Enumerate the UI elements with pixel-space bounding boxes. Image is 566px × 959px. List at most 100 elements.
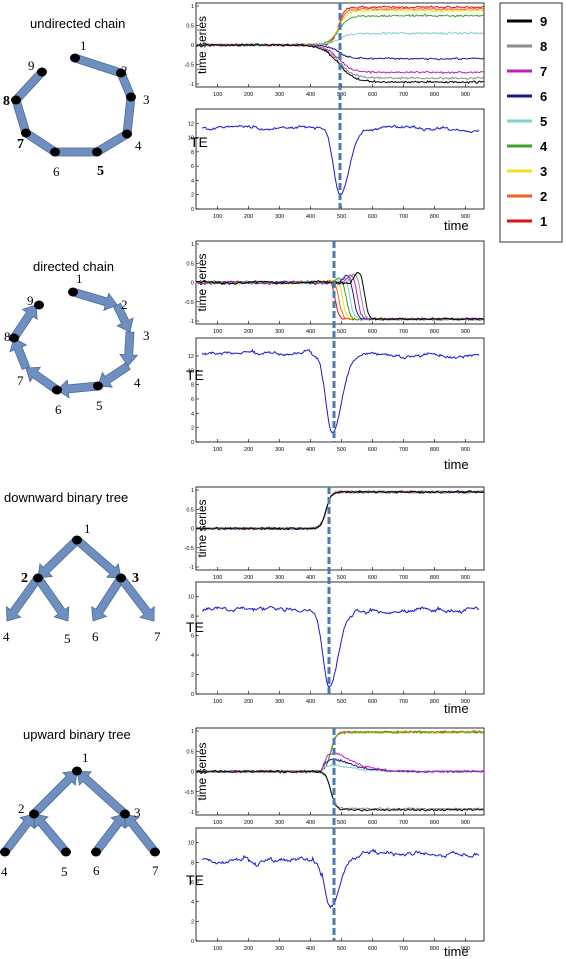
x-tick-label: 300 bbox=[275, 946, 284, 952]
x-tick-label: 800 bbox=[430, 946, 439, 952]
legend-label-5: 5 bbox=[540, 114, 547, 129]
x-tick-label: 600 bbox=[368, 92, 377, 98]
edge bbox=[30, 770, 78, 818]
x-tick-label: 400 bbox=[306, 214, 315, 220]
x-tick-label: 100 bbox=[213, 447, 222, 453]
node-label: 6 bbox=[53, 164, 60, 179]
x-tick-label: 800 bbox=[430, 92, 439, 98]
y-tick-label: -1 bbox=[189, 319, 194, 325]
y-tick-label: -0.5 bbox=[185, 63, 194, 69]
te-plot: 12 10 8 6 4 2 0 100 200 300 400 500 600 700 800 900 TE ti… bbox=[186, 337, 485, 472]
x-tick-label: 300 bbox=[275, 329, 284, 335]
edge bbox=[92, 813, 126, 855]
x-tick-label: 900 bbox=[461, 575, 470, 581]
y-tick-label: -0.5 bbox=[185, 300, 194, 306]
x-tick-label: 600 bbox=[368, 820, 377, 826]
series-8 bbox=[195, 769, 484, 811]
x-axis-label: time bbox=[444, 457, 469, 472]
x-tick-label: 800 bbox=[430, 447, 439, 453]
y-tick-label: 0.5 bbox=[186, 261, 194, 267]
te-ylabel: TE bbox=[186, 619, 204, 635]
y-tick-label: 4 bbox=[191, 178, 194, 184]
edge bbox=[124, 813, 159, 856]
node-label: 1 bbox=[84, 521, 91, 536]
x-tick-label: 700 bbox=[399, 329, 408, 335]
x-tick-label: 200 bbox=[244, 575, 253, 581]
node-label: 6 bbox=[92, 629, 99, 644]
y-tick-label: 8 bbox=[191, 150, 194, 156]
node-label: 9 bbox=[28, 58, 35, 73]
y-tick-label: -0.5 bbox=[185, 546, 194, 552]
node bbox=[11, 95, 21, 105]
node-label: 2 bbox=[21, 571, 28, 586]
edge bbox=[73, 53, 123, 78]
x-tick-label: 600 bbox=[368, 946, 377, 952]
x-axis-label: time bbox=[444, 218, 469, 233]
legend-label-2: 2 bbox=[540, 189, 547, 204]
legend-label-9: 9 bbox=[540, 14, 547, 29]
y-tick-label: 1 bbox=[191, 488, 194, 494]
x-tick-label: 400 bbox=[306, 820, 315, 826]
x-tick-label: 800 bbox=[430, 575, 439, 581]
x-tick-label: 700 bbox=[399, 447, 408, 453]
node bbox=[50, 147, 60, 157]
node bbox=[126, 92, 136, 102]
legend-label-7: 7 bbox=[540, 64, 547, 79]
node bbox=[92, 147, 102, 157]
node-label: 4 bbox=[3, 629, 10, 644]
x-tick-label: 500 bbox=[337, 447, 346, 453]
te-ylabel: TE bbox=[190, 134, 208, 150]
y-tick-label: 6 bbox=[191, 397, 194, 403]
node-label: 9 bbox=[27, 293, 34, 308]
y-tick-label: 0 bbox=[191, 281, 194, 287]
x-tick-label: 100 bbox=[213, 92, 222, 98]
diagram-title: upward binary tree bbox=[23, 727, 131, 742]
x-tick-label: 600 bbox=[368, 214, 377, 220]
series-9 bbox=[195, 489, 484, 531]
x-tick-label: 400 bbox=[306, 92, 315, 98]
node bbox=[70, 53, 80, 63]
x-axis-label: time bbox=[444, 944, 469, 959]
y-tick-label: 0.5 bbox=[186, 749, 194, 755]
node-label: 4 bbox=[134, 375, 141, 390]
node-label: 2 bbox=[121, 297, 128, 312]
edge bbox=[122, 96, 136, 135]
node-label: 8 bbox=[4, 329, 11, 344]
x-tick-label: 500 bbox=[337, 214, 346, 220]
diagram-title: downward binary tree bbox=[4, 490, 128, 505]
x-tick-label: 500 bbox=[337, 699, 346, 705]
edge bbox=[91, 575, 125, 622]
x-tick-label: 700 bbox=[399, 214, 408, 220]
y-tick-label: 8 bbox=[191, 860, 194, 866]
x-tick-label: 900 bbox=[461, 447, 470, 453]
te-axes bbox=[195, 581, 485, 695]
edge bbox=[9, 337, 31, 371]
y-tick-label: 0 bbox=[191, 440, 194, 446]
legend-label-4: 4 bbox=[540, 139, 548, 154]
node-label: 5 bbox=[97, 164, 104, 179]
node-label: 1 bbox=[76, 271, 83, 286]
series-9 bbox=[195, 272, 484, 322]
node bbox=[72, 766, 82, 776]
y-tick-label: 0 bbox=[191, 692, 194, 698]
node-label: 4 bbox=[1, 864, 8, 879]
node-label: 1 bbox=[82, 750, 89, 765]
edge bbox=[76, 770, 129, 818]
node-label: 8 bbox=[3, 94, 10, 109]
te-line bbox=[201, 848, 480, 909]
edge bbox=[33, 813, 70, 856]
network-diagram: downward binary tree 1 2 3 4 5 6 7 bbox=[3, 490, 161, 646]
x-tick-label: 100 bbox=[213, 214, 222, 220]
node-label: 1 bbox=[80, 38, 87, 53]
y-tick-label: 0 bbox=[191, 527, 194, 533]
node-label: 2 bbox=[121, 63, 128, 78]
legend-label-3: 3 bbox=[540, 164, 547, 179]
legend: 9 8 7 6 5 4 3 2 1 bbox=[499, 2, 563, 243]
y-tick-label: 0.5 bbox=[186, 24, 194, 30]
x-tick-label: 400 bbox=[306, 447, 315, 453]
